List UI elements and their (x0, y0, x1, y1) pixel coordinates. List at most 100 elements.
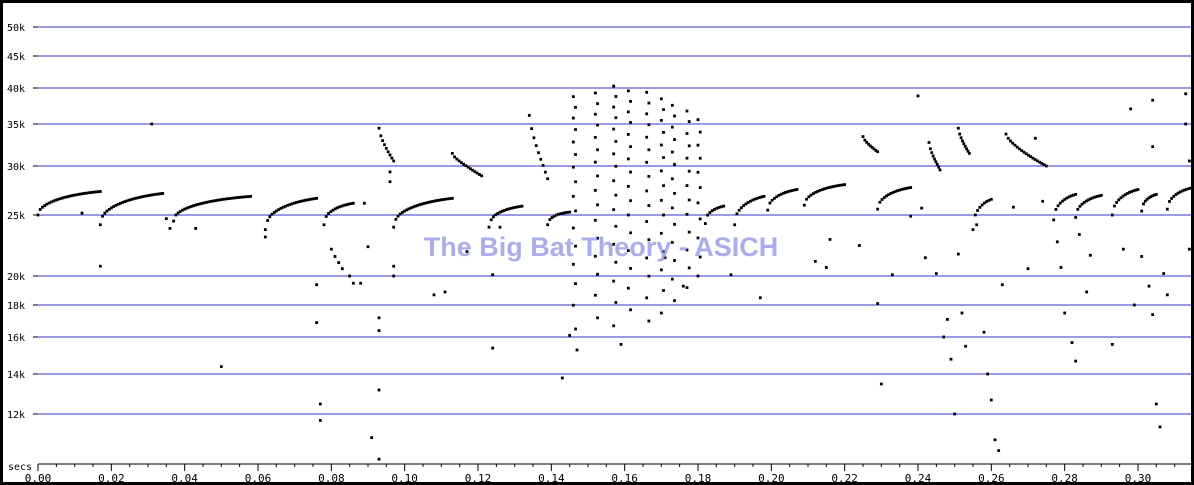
call-point (1121, 194, 1125, 198)
train-point (673, 259, 676, 262)
scatter-point (956, 252, 960, 256)
call-point (277, 208, 281, 211)
call-point (876, 150, 880, 154)
call-point (552, 214, 556, 218)
scatter-point (164, 217, 168, 221)
call-point (876, 207, 880, 211)
train-point (662, 108, 665, 111)
call-point (227, 197, 231, 201)
call-point (566, 210, 569, 214)
call-point (209, 200, 213, 203)
call-point (719, 205, 723, 209)
call-point (907, 186, 910, 190)
train-point (673, 299, 676, 303)
call-point (65, 195, 69, 199)
train-point (696, 274, 700, 278)
train-point (571, 194, 575, 198)
train-point (662, 156, 665, 159)
scatter-point (150, 122, 154, 126)
call-point (1027, 153, 1030, 157)
scatter-point (359, 281, 363, 285)
call-point (440, 198, 443, 202)
train-point (647, 101, 651, 105)
call-point (416, 204, 419, 207)
call-point (532, 136, 536, 140)
scatter-point (953, 412, 957, 416)
call-point (94, 190, 98, 194)
train-point (659, 169, 663, 173)
call-point (802, 203, 806, 207)
scatter-point (876, 302, 880, 305)
call-point (433, 199, 437, 203)
call-point (61, 196, 64, 200)
call-point (1056, 204, 1060, 208)
call-point (507, 207, 511, 211)
call-point (541, 164, 545, 167)
scatter-point (351, 281, 355, 285)
call-point (268, 215, 272, 219)
train-point (626, 110, 630, 114)
x-tick-label: 0.10 (391, 472, 418, 485)
call-point (760, 195, 764, 199)
call-point (123, 200, 127, 204)
train-point (612, 208, 616, 212)
scatter-point (1129, 107, 1133, 111)
y-tick-label: 40k (7, 84, 25, 95)
train-point (698, 130, 702, 134)
call-point (1024, 152, 1028, 156)
train-point (574, 209, 577, 213)
call-point (342, 203, 346, 207)
scatter-point (377, 329, 381, 332)
call-point (1143, 199, 1147, 203)
y-tick-label: 25k (7, 211, 25, 222)
call-point (775, 195, 779, 199)
train-point (645, 135, 649, 139)
call-point (878, 200, 882, 204)
call-point (805, 197, 808, 201)
call-point (492, 215, 495, 219)
scatter-point (1187, 159, 1191, 163)
train-point (571, 116, 575, 120)
call-point (244, 195, 248, 199)
train-point (687, 169, 691, 173)
call-point (107, 207, 111, 211)
call-point (47, 201, 51, 205)
call-point (902, 187, 906, 191)
train-point (670, 177, 674, 181)
call-point (1015, 145, 1019, 149)
call-point (43, 204, 47, 207)
train-point (698, 186, 702, 189)
call-point (130, 198, 133, 201)
call-point (520, 204, 524, 208)
scatter-point (1088, 253, 1092, 257)
call-point (1042, 163, 1046, 167)
call-point (863, 138, 867, 142)
scatter-point (1059, 266, 1063, 269)
call-point (983, 201, 986, 205)
call-point (563, 211, 567, 215)
train-point (614, 140, 618, 143)
call-point (1134, 188, 1138, 192)
call-point (1153, 193, 1156, 197)
train-point (596, 148, 599, 152)
call-point (561, 211, 565, 215)
train-point (685, 286, 689, 289)
call-point (965, 147, 968, 151)
call-point (136, 196, 140, 200)
call-point (962, 142, 966, 146)
scatter-point (1165, 293, 1169, 297)
call-point (1117, 198, 1121, 202)
call-point (349, 202, 353, 206)
train-point (673, 191, 676, 195)
call-point (937, 165, 941, 169)
call-point (1110, 213, 1114, 217)
call-point (181, 208, 184, 212)
call-point (427, 200, 430, 204)
call-point (500, 209, 504, 213)
call-point (934, 160, 938, 164)
call-point (72, 193, 76, 197)
call-point (279, 206, 283, 210)
scatter-point (1070, 341, 1074, 344)
call-point (537, 151, 540, 155)
